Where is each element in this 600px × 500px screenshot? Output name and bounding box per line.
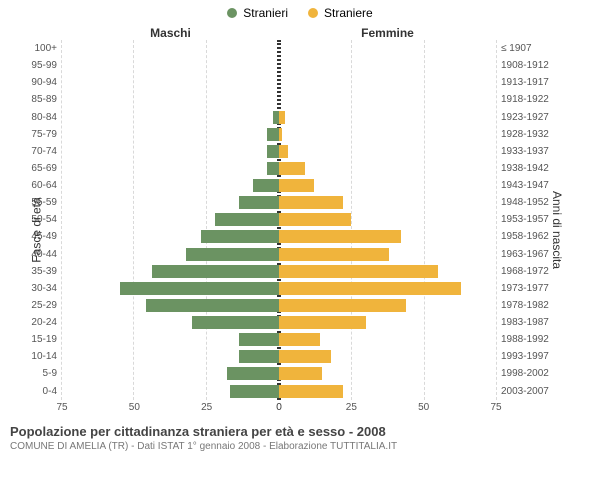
bar-female	[279, 162, 305, 175]
age-tick: 0-4	[20, 383, 62, 400]
bar-female	[279, 213, 351, 226]
bar-male	[239, 333, 280, 346]
legend-label-female: Straniere	[324, 6, 373, 20]
age-tick: 75-79	[20, 126, 62, 143]
panel-headers: Maschi Femmine	[0, 26, 600, 40]
age-tick: 60-64	[20, 177, 62, 194]
chart-subtitle: COMUNE DI AMELIA (TR) - Dati ISTAT 1° ge…	[10, 441, 590, 452]
bar-male	[215, 213, 279, 226]
age-tick: 65-69	[20, 160, 62, 177]
birth-tick: 1938-1942	[496, 160, 580, 177]
birth-tick: 1913-1917	[496, 74, 580, 91]
bar-male	[201, 230, 279, 243]
x-tick: 25	[201, 402, 212, 413]
birth-tick: 1928-1932	[496, 126, 580, 143]
age-tick: 5-9	[20, 365, 62, 382]
bar-female	[279, 265, 438, 278]
chart-footer: Popolazione per cittadinanza straniera p…	[0, 420, 600, 452]
bar-male	[253, 179, 279, 192]
bar-female	[279, 145, 288, 158]
bar-female	[279, 230, 401, 243]
x-tick: 0	[276, 402, 282, 413]
header-female: Femmine	[279, 26, 496, 40]
header-male: Maschi	[62, 26, 279, 40]
birth-tick: 1948-1952	[496, 194, 580, 211]
bar-male	[239, 350, 280, 363]
bar-female	[279, 282, 461, 295]
birth-tick: 1993-1997	[496, 348, 580, 365]
x-tick: 50	[418, 402, 429, 413]
legend-item-male: Stranieri	[227, 6, 288, 20]
legend-label-male: Stranieri	[243, 6, 288, 20]
x-tick: 75	[490, 402, 501, 413]
legend-swatch-female	[308, 8, 318, 18]
bar-male	[239, 196, 280, 209]
bar-female	[279, 111, 285, 124]
age-tick: 95-99	[20, 57, 62, 74]
y-axis-label-right: Anni di nascita	[550, 191, 564, 269]
chart-container: Stranieri Straniere Maschi Femmine Fasce…	[0, 0, 600, 500]
birth-tick: 1973-1977	[496, 280, 580, 297]
age-tick: 70-74	[20, 143, 62, 160]
age-tick: 90-94	[20, 74, 62, 91]
plot-area: Fasce di età Anni di nascita 100+95-9990…	[0, 40, 600, 420]
bar-female	[279, 128, 282, 141]
bar-male	[152, 265, 279, 278]
bar-female	[279, 196, 343, 209]
bar-male	[227, 367, 279, 380]
bar-male	[146, 299, 279, 312]
male-panel: 0255075	[62, 40, 279, 420]
x-tick: 50	[129, 402, 140, 413]
bar-male	[267, 128, 279, 141]
bar-female	[279, 367, 322, 380]
age-tick: 35-39	[20, 263, 62, 280]
x-tick: 25	[346, 402, 357, 413]
birth-tick: 1943-1947	[496, 177, 580, 194]
age-tick: 100+	[20, 40, 62, 57]
age-tick: 15-19	[20, 331, 62, 348]
birth-tick: 1963-1967	[496, 246, 580, 263]
birth-tick: ≤ 1907	[496, 40, 580, 57]
age-tick: 85-89	[20, 91, 62, 108]
bar-female	[279, 248, 389, 261]
birth-tick: 1918-1922	[496, 91, 580, 108]
bar-male	[230, 385, 279, 398]
age-tick: 10-14	[20, 348, 62, 365]
age-tick: 30-34	[20, 280, 62, 297]
birth-tick: 1998-2002	[496, 365, 580, 382]
birth-tick: 1953-1957	[496, 211, 580, 228]
birth-tick: 1958-1962	[496, 228, 580, 245]
bar-female	[279, 179, 314, 192]
birth-tick: 1988-1992	[496, 331, 580, 348]
age-tick: 80-84	[20, 109, 62, 126]
bar-male	[192, 316, 279, 329]
birth-tick: 1908-1912	[496, 57, 580, 74]
age-tick: 25-29	[20, 297, 62, 314]
legend: Stranieri Straniere	[0, 0, 600, 20]
female-panel: 0255075	[279, 40, 496, 420]
birth-tick: 2003-2007	[496, 383, 580, 400]
birth-tick: 1978-1982	[496, 297, 580, 314]
bar-female	[279, 385, 343, 398]
y-axis-label-left: Fasce di età	[30, 197, 44, 262]
birth-year-axis: ≤ 19071908-19121913-19171918-19221923-19…	[496, 40, 580, 420]
bar-male	[267, 162, 279, 175]
age-tick: 20-24	[20, 314, 62, 331]
bar-female	[279, 350, 331, 363]
bar-female	[279, 299, 406, 312]
x-tick: 75	[56, 402, 67, 413]
legend-swatch-male	[227, 8, 237, 18]
bar-female	[279, 316, 366, 329]
bar-male	[186, 248, 279, 261]
bar-female	[279, 333, 320, 346]
chart-title: Popolazione per cittadinanza straniera p…	[10, 424, 590, 439]
birth-tick: 1983-1987	[496, 314, 580, 331]
birth-tick: 1923-1927	[496, 109, 580, 126]
birth-tick: 1968-1972	[496, 263, 580, 280]
legend-item-female: Straniere	[308, 6, 373, 20]
birth-tick: 1933-1937	[496, 143, 580, 160]
bar-male	[120, 282, 279, 295]
bar-male	[267, 145, 279, 158]
